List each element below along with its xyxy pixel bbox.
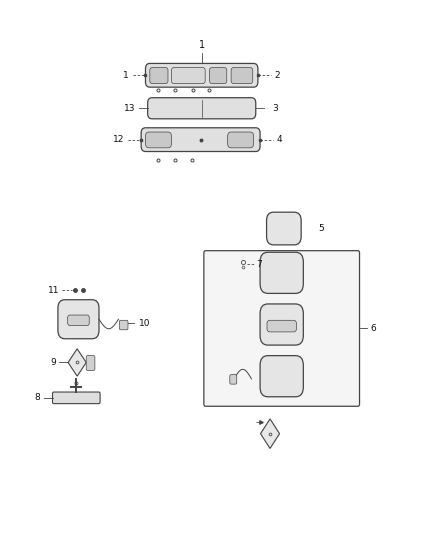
Text: 9: 9 bbox=[50, 358, 56, 367]
Text: 2: 2 bbox=[274, 71, 280, 80]
FancyBboxPatch shape bbox=[86, 356, 95, 370]
FancyBboxPatch shape bbox=[260, 252, 304, 293]
Text: 12: 12 bbox=[113, 135, 125, 144]
Text: 1: 1 bbox=[199, 40, 205, 50]
FancyBboxPatch shape bbox=[267, 212, 301, 245]
FancyBboxPatch shape bbox=[231, 68, 253, 84]
Text: 10: 10 bbox=[139, 319, 151, 328]
FancyBboxPatch shape bbox=[67, 315, 89, 326]
Text: 5: 5 bbox=[318, 224, 324, 233]
Text: 3: 3 bbox=[272, 104, 278, 113]
Text: 4: 4 bbox=[276, 135, 282, 144]
Text: 13: 13 bbox=[124, 104, 135, 113]
Polygon shape bbox=[261, 419, 279, 448]
Text: 11: 11 bbox=[47, 286, 59, 295]
FancyBboxPatch shape bbox=[260, 304, 304, 345]
Text: 7: 7 bbox=[256, 260, 262, 269]
FancyBboxPatch shape bbox=[141, 128, 260, 151]
FancyBboxPatch shape bbox=[53, 392, 100, 403]
FancyBboxPatch shape bbox=[209, 68, 227, 84]
FancyBboxPatch shape bbox=[260, 356, 304, 397]
FancyBboxPatch shape bbox=[204, 251, 360, 406]
Polygon shape bbox=[68, 349, 86, 376]
FancyBboxPatch shape bbox=[148, 98, 256, 119]
Text: 1: 1 bbox=[124, 71, 129, 80]
Text: 6: 6 bbox=[370, 324, 376, 333]
FancyBboxPatch shape bbox=[230, 375, 237, 384]
FancyBboxPatch shape bbox=[267, 320, 297, 332]
FancyBboxPatch shape bbox=[228, 132, 254, 148]
FancyBboxPatch shape bbox=[150, 68, 168, 84]
FancyBboxPatch shape bbox=[145, 63, 258, 87]
FancyBboxPatch shape bbox=[145, 132, 171, 148]
FancyBboxPatch shape bbox=[171, 68, 205, 84]
Text: 8: 8 bbox=[35, 393, 40, 402]
FancyBboxPatch shape bbox=[119, 320, 128, 330]
FancyBboxPatch shape bbox=[58, 300, 99, 339]
